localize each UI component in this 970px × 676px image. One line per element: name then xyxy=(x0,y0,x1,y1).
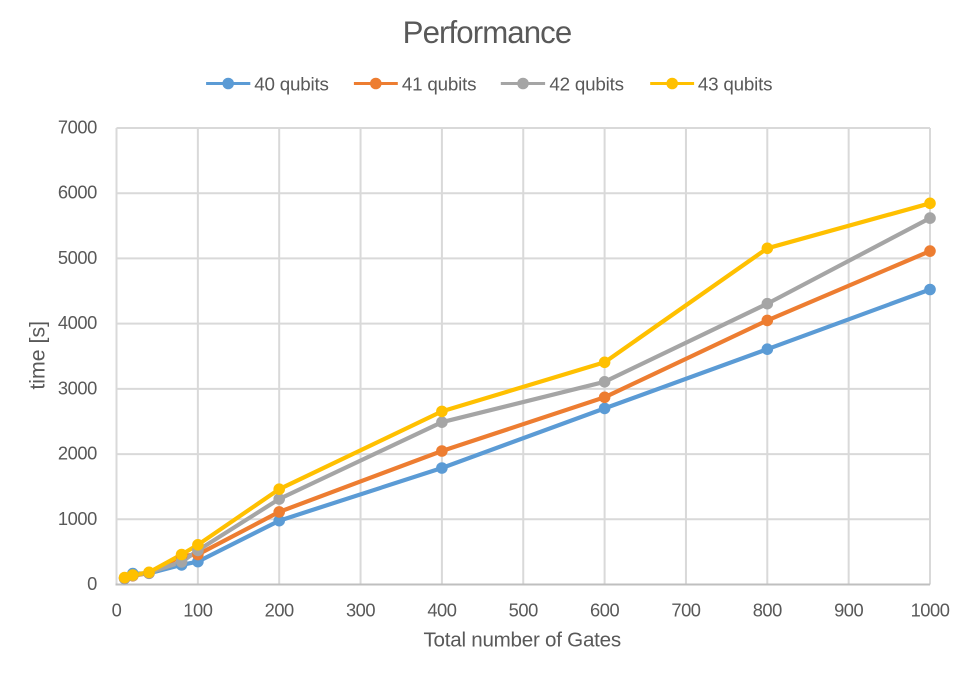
svg-text:time [s]: time [s] xyxy=(25,321,49,390)
svg-text:3000: 3000 xyxy=(58,377,97,398)
svg-text:40 qubits: 40 qubits xyxy=(254,73,328,94)
svg-text:700: 700 xyxy=(671,600,700,621)
svg-text:500: 500 xyxy=(509,600,538,621)
svg-text:0: 0 xyxy=(112,600,122,621)
svg-text:800: 800 xyxy=(753,600,782,621)
svg-text:41 qubits: 41 qubits xyxy=(402,73,476,94)
svg-text:1000: 1000 xyxy=(58,508,97,529)
svg-text:1000: 1000 xyxy=(911,600,950,621)
svg-text:7000: 7000 xyxy=(58,117,97,138)
svg-text:43 qubits: 43 qubits xyxy=(698,73,772,94)
svg-text:600: 600 xyxy=(590,600,619,621)
svg-text:6000: 6000 xyxy=(58,182,97,203)
svg-text:Performance: Performance xyxy=(403,15,572,50)
svg-text:400: 400 xyxy=(427,600,456,621)
svg-text:Total number of Gates: Total number of Gates xyxy=(424,629,621,652)
svg-text:42 qubits: 42 qubits xyxy=(549,73,623,94)
svg-text:200: 200 xyxy=(265,600,294,621)
svg-text:900: 900 xyxy=(834,600,863,621)
svg-text:2000: 2000 xyxy=(58,443,97,464)
svg-text:4000: 4000 xyxy=(58,312,97,333)
svg-text:100: 100 xyxy=(183,600,212,621)
svg-text:0: 0 xyxy=(87,573,97,594)
svg-text:5000: 5000 xyxy=(58,247,97,268)
svg-text:300: 300 xyxy=(346,600,375,621)
